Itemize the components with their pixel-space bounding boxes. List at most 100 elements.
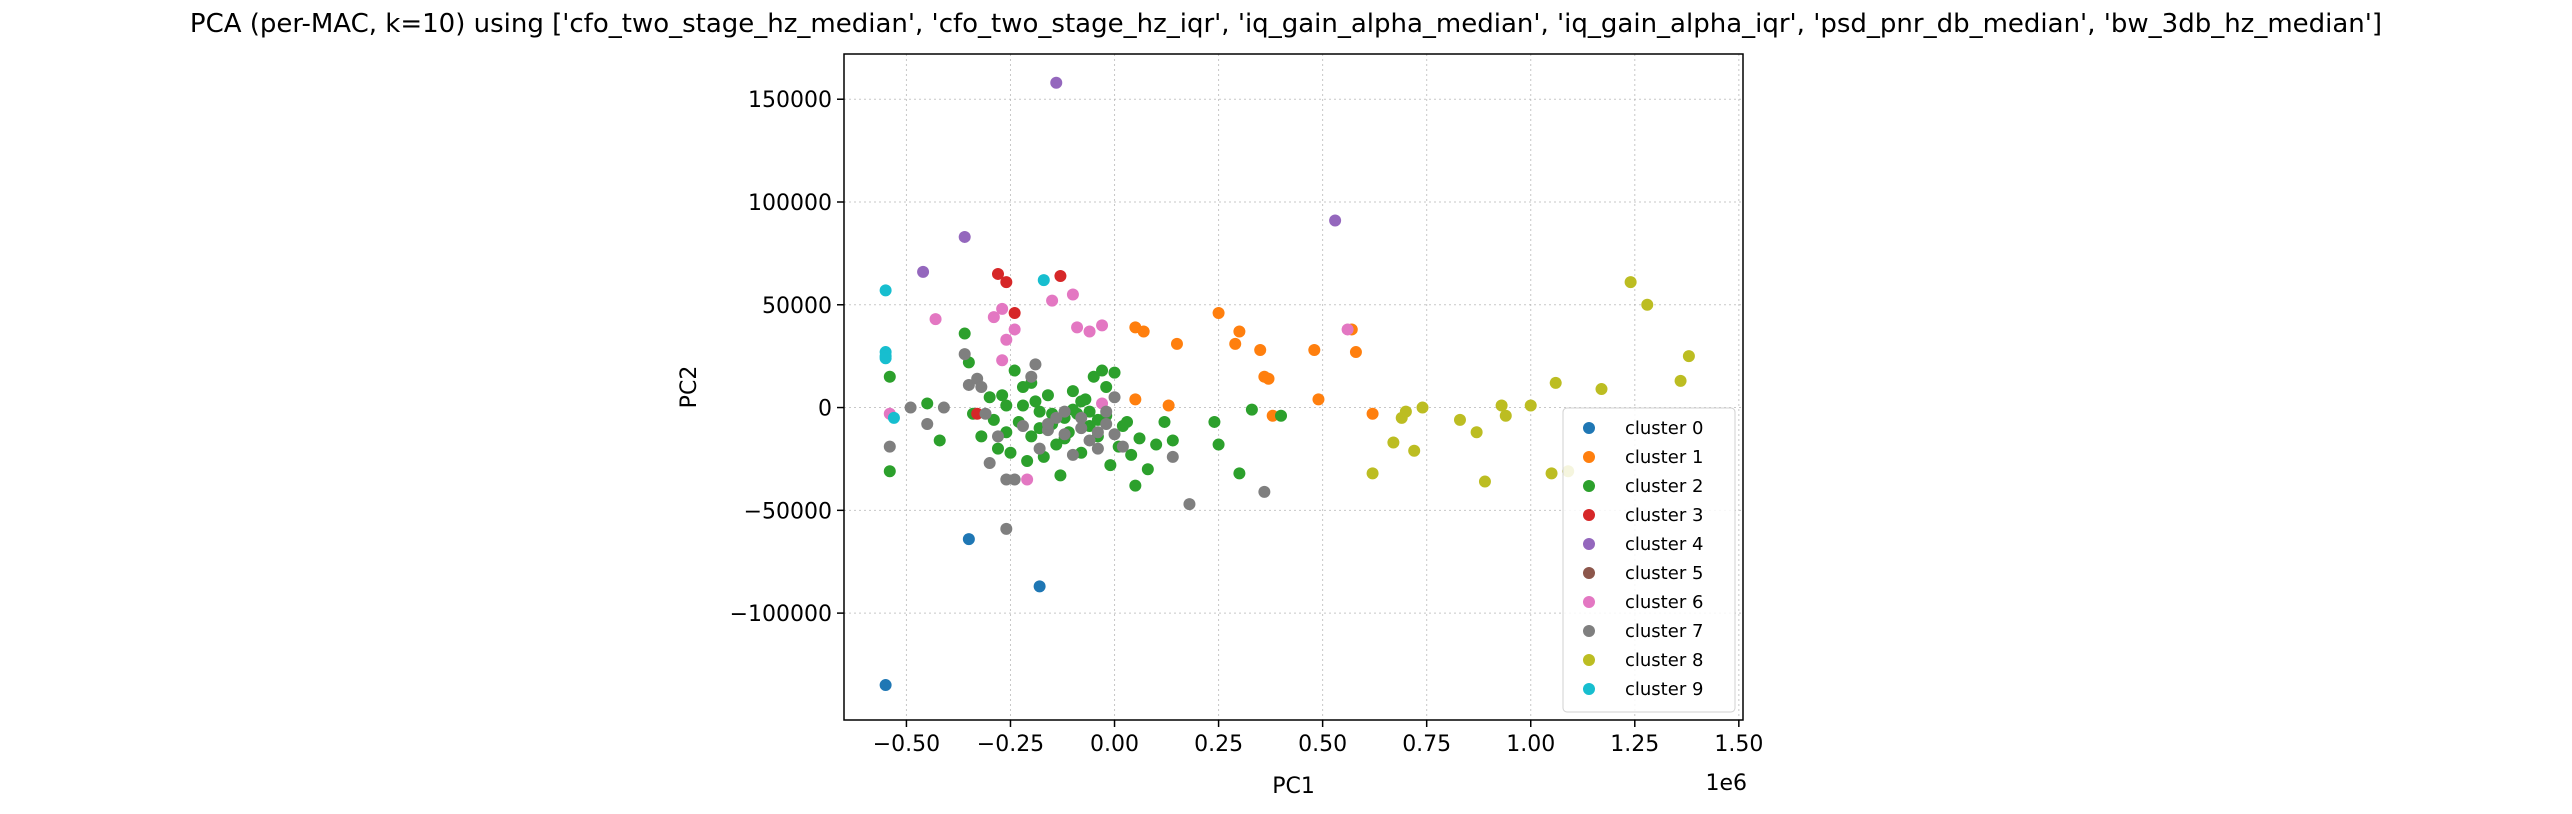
legend-marker	[1583, 596, 1595, 608]
scatter-point	[1091, 426, 1104, 439]
scatter-point	[1000, 333, 1013, 346]
y-tick-label: 150000	[748, 88, 832, 113]
scatter-point	[1262, 372, 1275, 385]
legend-entry: cluster 5	[1625, 563, 1703, 584]
legend-entry: cluster 1	[1625, 447, 1703, 468]
scatter-point	[983, 457, 996, 470]
legend-marker	[1583, 567, 1595, 579]
scatter-point	[1183, 498, 1196, 511]
scatter-point	[1229, 337, 1242, 350]
scatter-point	[1004, 446, 1017, 459]
y-tick-label: 100000	[748, 191, 832, 216]
scatter-point	[1254, 344, 1267, 356]
scatter-point	[917, 265, 930, 278]
scatter-point	[1125, 448, 1138, 461]
scatter-point	[1029, 395, 1042, 408]
y-tick-label: −50000	[744, 499, 832, 524]
scatter-point	[1212, 438, 1225, 451]
scatter-point	[1349, 346, 1362, 359]
legend-entry: cluster 7	[1625, 621, 1703, 642]
y-tick-label: 50000	[762, 294, 832, 319]
scatter-point	[1208, 415, 1221, 428]
scatter-point	[1166, 450, 1179, 463]
scatter-point	[1624, 276, 1637, 289]
scatter-point	[1495, 399, 1508, 412]
legend-entry: cluster 2	[1625, 476, 1703, 497]
legend-marker	[1583, 625, 1595, 637]
scatter-point	[1682, 350, 1695, 363]
scatter-point	[1041, 418, 1054, 430]
scatter-point	[1416, 401, 1429, 414]
scatter-point	[929, 313, 942, 326]
scatter-point	[1000, 473, 1013, 486]
scatter-point	[937, 401, 950, 414]
scatter-point	[1000, 399, 1013, 412]
scatter-point	[1233, 325, 1246, 338]
scatter-point	[1096, 319, 1109, 332]
scatter-point	[1087, 370, 1100, 383]
scatter-point	[1470, 426, 1483, 439]
scatter-point	[1075, 395, 1088, 408]
scatter-point	[1170, 337, 1183, 350]
scatter-point	[996, 389, 1009, 402]
scatter-point	[1021, 473, 1034, 486]
scatter-point	[1549, 376, 1562, 389]
scatter-point	[962, 533, 975, 546]
scatter-point	[1133, 432, 1146, 445]
scatter-point	[987, 413, 1000, 426]
scatter-point	[1499, 409, 1512, 422]
x-tick-label: 0.00	[1090, 732, 1139, 757]
scatter-point	[996, 354, 1009, 367]
scatter-point	[1083, 325, 1096, 338]
scatter-point	[1108, 391, 1121, 404]
scatter-point	[975, 381, 988, 393]
y-axis-ticks: −100000 −50000 0 50000 100000 150000	[730, 88, 844, 627]
scatter-point	[1141, 463, 1154, 476]
scatter-point	[1116, 440, 1129, 453]
scatter-point	[1021, 455, 1034, 467]
scatter-point	[879, 284, 892, 297]
scatter-point	[975, 430, 988, 443]
scatter-point	[904, 401, 917, 414]
scatter-point	[991, 267, 1004, 280]
scatter-point	[1129, 479, 1142, 492]
scatter-point	[1258, 485, 1271, 498]
scatter-point	[1137, 325, 1150, 338]
scatter-point	[958, 230, 971, 243]
scatter-point	[1245, 403, 1258, 416]
x-tick-label: 0.25	[1194, 732, 1243, 757]
x-tick-label: −0.50	[873, 732, 940, 757]
scatter-point	[1308, 344, 1321, 356]
scatter-point	[887, 411, 900, 424]
scatter-point	[991, 442, 1004, 455]
scatter-point	[1366, 467, 1379, 480]
x-axis-label: PC1	[1272, 774, 1315, 799]
scatter-point	[1071, 321, 1084, 334]
scatter-point	[1025, 370, 1038, 383]
scatter-point	[1478, 475, 1491, 488]
scatter-point	[1033, 442, 1046, 455]
legend-box	[1562, 407, 1736, 713]
scatter-point	[1000, 522, 1013, 535]
scatter-point	[1166, 434, 1179, 447]
scatter-point	[1075, 411, 1088, 424]
scatter-point	[1033, 580, 1046, 593]
scatter-point	[1033, 405, 1046, 418]
scatter-point	[1162, 399, 1175, 412]
scatter-point	[1054, 469, 1067, 482]
y-tick-label: −100000	[730, 602, 832, 627]
scatter-point	[1050, 438, 1063, 451]
legend-entry: cluster 0	[1625, 418, 1703, 439]
scatter-point	[1066, 288, 1079, 301]
scatter-point	[983, 391, 996, 404]
x-tick-label: 1.50	[1714, 732, 1763, 757]
scatter-point	[1158, 415, 1171, 428]
scatter-point	[879, 352, 892, 365]
scatter-point	[1595, 383, 1608, 396]
scatter-point	[1233, 467, 1246, 480]
scatter-point	[1066, 448, 1079, 461]
scatter-point	[1083, 405, 1096, 418]
scatter-point	[1100, 418, 1113, 430]
legend-marker	[1583, 509, 1595, 521]
scatter-point	[1066, 385, 1079, 398]
